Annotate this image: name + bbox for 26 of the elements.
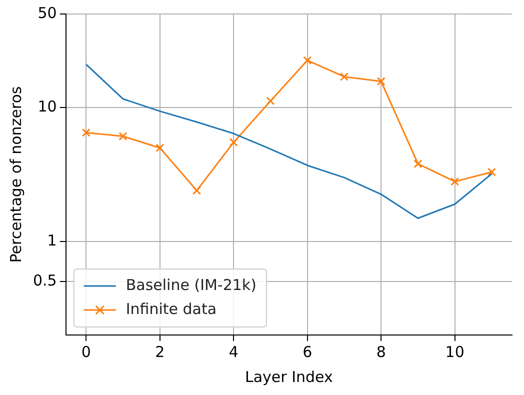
- x-tick-label: 2: [155, 342, 165, 361]
- y-tick-label: 1: [47, 231, 57, 250]
- point: [303, 56, 312, 65]
- point: [118, 132, 128, 141]
- x-tick-label: 10: [445, 342, 464, 361]
- x-tick-label: 0: [81, 342, 91, 361]
- y-tick-label: 10: [38, 97, 57, 116]
- point: [82, 128, 90, 137]
- legend-label: Baseline (IM-21k): [126, 276, 256, 294]
- x-tick-label: 4: [228, 342, 238, 361]
- point: [376, 77, 386, 86]
- point: [414, 160, 422, 168]
- x-tick-label: 8: [376, 342, 386, 361]
- point: [487, 168, 496, 176]
- point: [266, 96, 275, 106]
- point: [450, 177, 460, 186]
- y-axis-title: Percentage of nonzeros: [6, 86, 25, 263]
- point: [156, 144, 164, 152]
- legend-label: Infinite data: [126, 300, 217, 318]
- y-tick-label: 50: [38, 4, 57, 22]
- x-tick-label: 6: [302, 342, 312, 361]
- point: [229, 138, 238, 147]
- y-tick-label: 0.5: [32, 272, 57, 290]
- point: [340, 72, 349, 82]
- point: [192, 186, 202, 195]
- x-axis-title: Layer Index: [244, 368, 333, 386]
